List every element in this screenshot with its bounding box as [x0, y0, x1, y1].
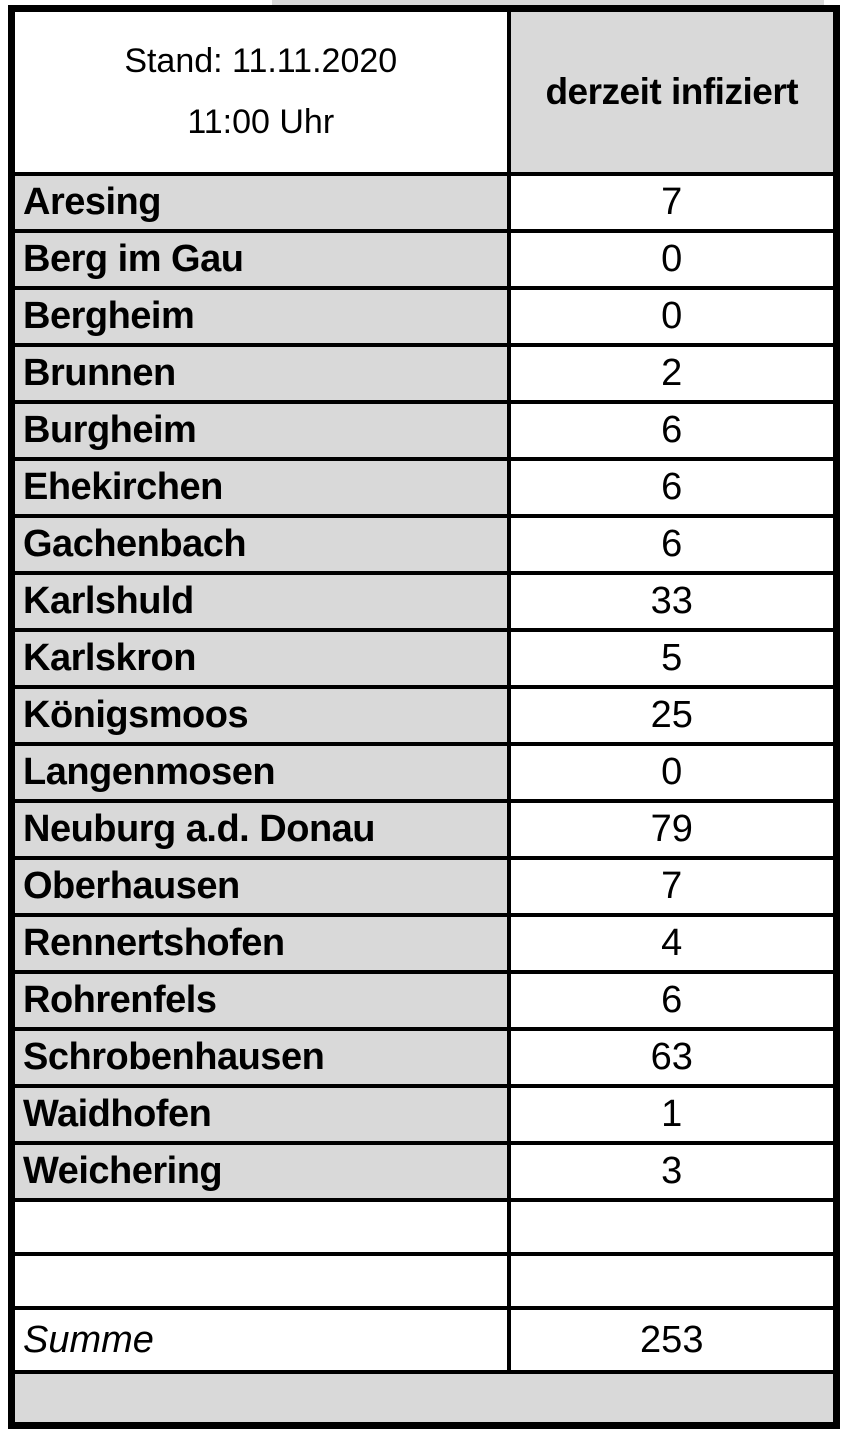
table-header: Stand: 11.11.2020 11:00 Uhr derzeit infi…: [9, 6, 839, 176]
table-row: Oberhausen 7: [9, 856, 839, 917]
municipality-name-cell: Karlskron: [9, 628, 511, 689]
empty-name-cell: [9, 1252, 511, 1310]
table-row: Langenmosen 0: [9, 742, 839, 803]
municipality-name-cell: Karlshuld: [9, 571, 511, 632]
infection-count-cell: 5: [506, 628, 839, 689]
table-row: Bergheim 0: [9, 286, 839, 347]
municipality-name-cell: Burgheim: [9, 400, 511, 461]
municipality-name-cell: Berg im Gau: [9, 229, 511, 290]
empty-row: [9, 1252, 839, 1310]
table-row: Waidhofen 1: [9, 1084, 839, 1145]
municipality-name-cell: Gachenbach: [9, 514, 511, 575]
stand-date-label: Stand: 11.11.2020: [124, 41, 398, 80]
table-row: Neuburg a.d. Donau 79: [9, 799, 839, 860]
municipality-name-cell: Königsmoos: [9, 685, 511, 746]
summary-label-cell: Summe: [9, 1306, 511, 1374]
infection-count-cell: 6: [506, 514, 839, 575]
infection-count-cell: 63: [506, 1027, 839, 1088]
stand-header-cell: Stand: 11.11.2020 11:00 Uhr: [9, 6, 511, 176]
header-row: Stand: 11.11.2020 11:00 Uhr derzeit infi…: [9, 6, 839, 176]
municipality-name-cell: Ehekirchen: [9, 457, 511, 518]
infection-count-cell: 25: [506, 685, 839, 746]
table-body: Aresing 7 Berg im Gau 0 Bergheim 0 Brunn…: [9, 172, 839, 1426]
infection-count-cell: 7: [506, 856, 839, 917]
infection-count-cell: 6: [506, 457, 839, 518]
infection-table: Stand: 11.11.2020 11:00 Uhr derzeit infi…: [8, 5, 840, 1429]
table-row: Ehekirchen 6: [9, 457, 839, 518]
infection-count-cell: 7: [506, 172, 839, 233]
infection-count-cell: 3: [506, 1141, 839, 1202]
table-row: Schrobenhausen 63: [9, 1027, 839, 1088]
infection-count-cell: 0: [506, 229, 839, 290]
cut-off-row-bottom: [9, 1370, 839, 1426]
infection-count-cell: 0: [506, 286, 839, 347]
cut-off-row-top: [272, 0, 824, 6]
spreadsheet-table-container: Stand: 11.11.2020 11:00 Uhr derzeit infi…: [8, 5, 840, 1429]
empty-name-cell: [9, 1198, 511, 1256]
infection-count-cell: 4: [506, 913, 839, 974]
infection-count-cell: 6: [506, 400, 839, 461]
municipality-name-cell: Rennertshofen: [9, 913, 511, 974]
empty-value-cell: [506, 1198, 839, 1256]
table-row: Rennertshofen 4: [9, 913, 839, 974]
municipality-name-cell: Waidhofen: [9, 1084, 511, 1145]
value-column-header-cell: derzeit infiziert: [506, 6, 839, 176]
table-row: Gachenbach 6: [9, 514, 839, 575]
municipality-name-cell: Neuburg a.d. Donau: [9, 799, 511, 860]
municipality-name-cell: Bergheim: [9, 286, 511, 347]
empty-value-cell: [506, 1252, 839, 1310]
infection-count-cell: 33: [506, 571, 839, 632]
infection-count-cell: 1: [506, 1084, 839, 1145]
municipality-name-cell: Oberhausen: [9, 856, 511, 917]
infection-count-cell: 79: [506, 799, 839, 860]
infection-count-cell: 2: [506, 343, 839, 404]
table-row: Königsmoos 25: [9, 685, 839, 746]
municipality-name-cell: Rohrenfels: [9, 970, 511, 1031]
table-row: Karlskron 5: [9, 628, 839, 689]
summary-row: Summe 253: [9, 1306, 839, 1374]
municipality-name-cell: Aresing: [9, 172, 511, 233]
table-row: Aresing 7: [9, 172, 839, 233]
municipality-name-cell: Brunnen: [9, 343, 511, 404]
empty-row: [9, 1198, 839, 1256]
cut-off-row-bottom-cell: [9, 1370, 839, 1426]
table-row: Weichering 3: [9, 1141, 839, 1202]
table-row: Berg im Gau 0: [9, 229, 839, 290]
infection-count-cell: 6: [506, 970, 839, 1031]
summary-value-cell: 253: [506, 1306, 839, 1374]
table-row: Brunnen 2: [9, 343, 839, 404]
table-row: Burgheim 6: [9, 400, 839, 461]
table-row: Rohrenfels 6: [9, 970, 839, 1031]
table-row: Karlshuld 33: [9, 571, 839, 632]
municipality-name-cell: Langenmosen: [9, 742, 511, 803]
municipality-name-cell: Schrobenhausen: [9, 1027, 511, 1088]
stand-time-label: 11:00 Uhr: [187, 103, 335, 141]
infection-count-cell: 0: [506, 742, 839, 803]
municipality-name-cell: Weichering: [9, 1141, 511, 1202]
